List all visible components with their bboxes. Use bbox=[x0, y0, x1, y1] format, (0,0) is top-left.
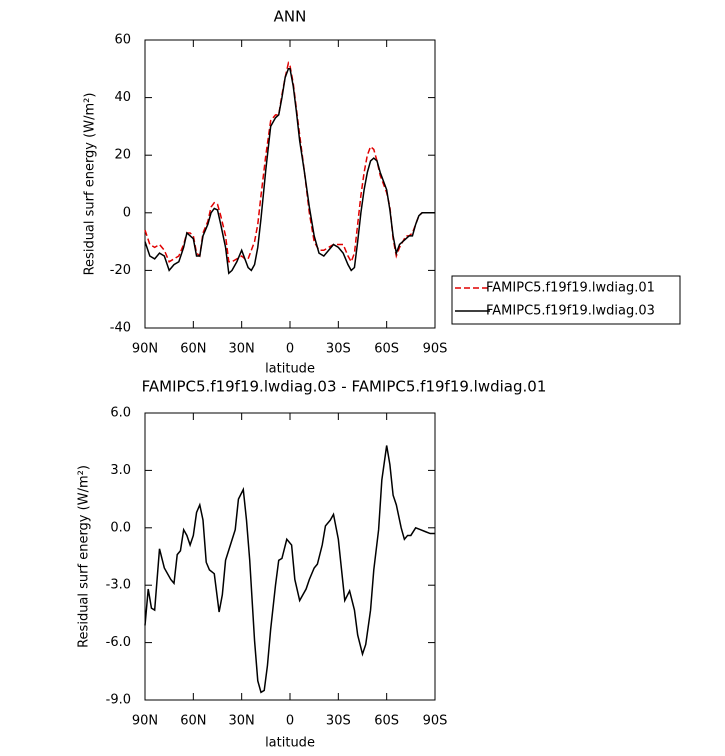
y-axis-label: Residual surf energy (W/m²) bbox=[83, 93, 98, 276]
x-tick-label: 60N bbox=[180, 342, 206, 357]
legend-label: FAMIPC5.f19f19.lwdiag.01 bbox=[486, 281, 655, 296]
chart-title: FAMIPC5.f19f19.lwdiag.03 - FAMIPC5.f19f1… bbox=[142, 378, 547, 396]
y-tick-label: -9.0 bbox=[106, 693, 131, 708]
x-tick-label: 90N bbox=[132, 714, 158, 729]
y-tick-label: -6.0 bbox=[106, 635, 131, 650]
legend-box bbox=[451, 275, 681, 325]
x-axis-label: latitude bbox=[265, 736, 315, 751]
chart-title: ANN bbox=[274, 8, 307, 26]
x-tick-label: 60S bbox=[374, 714, 399, 729]
plot-frame bbox=[144, 39, 436, 329]
x-tick-label: 90N bbox=[132, 342, 158, 357]
x-tick-label: 30N bbox=[229, 714, 255, 729]
y-tick-label: 20 bbox=[114, 148, 131, 163]
data-line bbox=[144, 60, 435, 264]
x-tick-label: 60N bbox=[180, 714, 206, 729]
x-axis-label: latitude bbox=[265, 362, 315, 377]
y-axis-label: Residual surf energy (W/m²) bbox=[77, 465, 92, 648]
x-tick-label: 90S bbox=[423, 714, 448, 729]
y-tick-label: -40 bbox=[110, 321, 131, 336]
x-tick-label: 60S bbox=[374, 342, 399, 357]
x-tick-label: 30N bbox=[229, 342, 255, 357]
y-tick-label: 6.0 bbox=[110, 406, 131, 421]
plot-frame bbox=[144, 412, 436, 701]
data-line bbox=[144, 68, 435, 275]
data-line bbox=[144, 445, 435, 694]
y-tick-label: 40 bbox=[114, 90, 131, 105]
y-tick-label: 0.0 bbox=[110, 520, 131, 535]
y-tick-label: 0 bbox=[123, 205, 131, 220]
x-tick-label: 0 bbox=[286, 342, 294, 357]
y-tick-label: -20 bbox=[110, 263, 131, 278]
legend-label: FAMIPC5.f19f19.lwdiag.03 bbox=[486, 304, 655, 319]
y-tick-label: 3.0 bbox=[110, 463, 131, 478]
x-tick-label: 0 bbox=[286, 714, 294, 729]
y-tick-label: -3.0 bbox=[106, 578, 131, 593]
x-tick-label: 30S bbox=[326, 342, 351, 357]
x-tick-label: 30S bbox=[326, 714, 351, 729]
x-tick-label: 90S bbox=[423, 342, 448, 357]
y-tick-label: 60 bbox=[114, 33, 131, 48]
